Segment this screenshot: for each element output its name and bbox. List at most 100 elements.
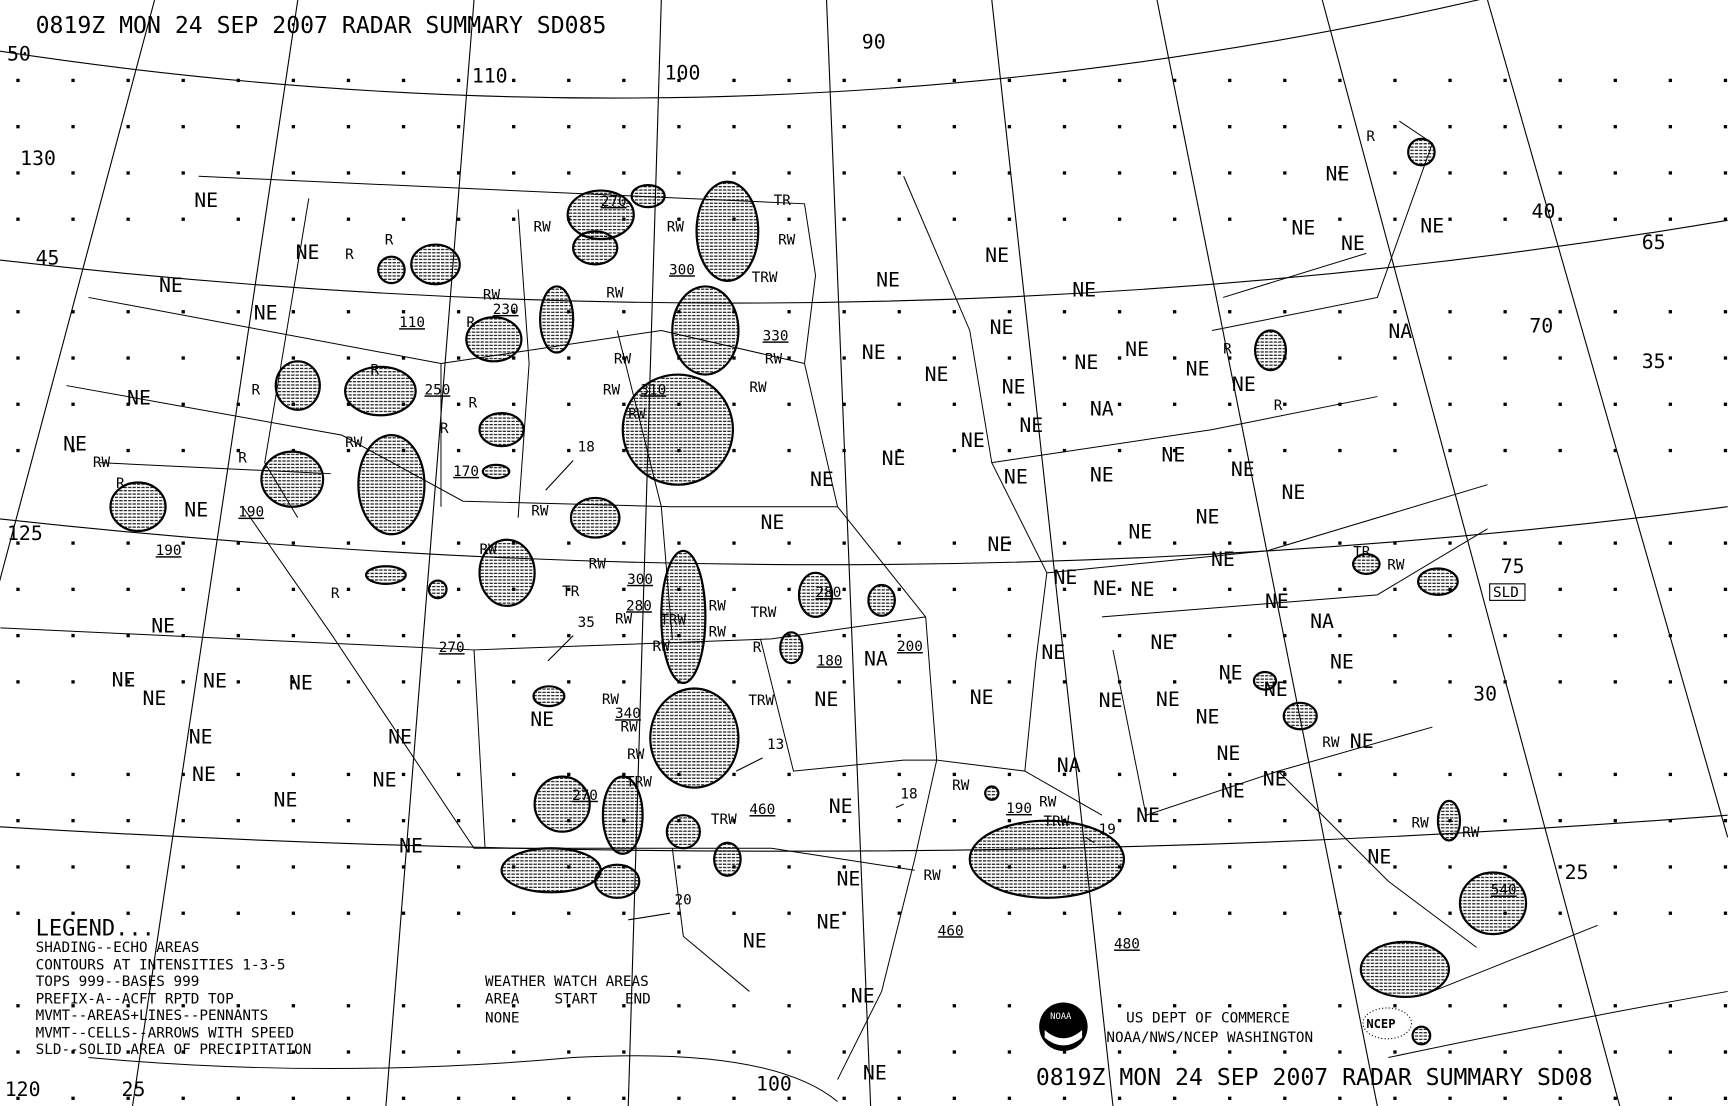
grid-dot bbox=[1613, 772, 1617, 777]
grid-dot bbox=[126, 633, 130, 638]
region-label: NE bbox=[829, 795, 853, 818]
grid-dot bbox=[1613, 356, 1617, 360]
grid-dot bbox=[897, 78, 901, 83]
grid-dot bbox=[1558, 402, 1562, 406]
grid-dot bbox=[952, 402, 956, 406]
grid-dot bbox=[732, 1096, 736, 1100]
grid-dot bbox=[952, 911, 956, 915]
grid-dot bbox=[1172, 1004, 1177, 1008]
precip-label: RW bbox=[709, 625, 727, 641]
grid-dot bbox=[952, 541, 956, 545]
grid-dot bbox=[1283, 310, 1287, 314]
grid-dot bbox=[71, 1096, 75, 1100]
echo-area bbox=[109, 481, 167, 533]
grid-dot bbox=[291, 587, 296, 592]
grid-dot bbox=[346, 1050, 351, 1054]
grid-dot bbox=[732, 819, 736, 823]
grid-dot bbox=[181, 680, 185, 684]
grid-dot bbox=[622, 1050, 626, 1054]
precip-label: RW bbox=[923, 868, 941, 884]
grid-dot bbox=[1117, 633, 1122, 638]
grid-dot bbox=[401, 772, 406, 777]
cell-movement: 18 35 13 18 20 19 bbox=[545, 440, 1116, 921]
grid-dot bbox=[842, 356, 846, 360]
grid-dot bbox=[1338, 819, 1342, 823]
grid-dot bbox=[236, 356, 240, 360]
latitude-line bbox=[0, 219, 1728, 304]
grid-dot bbox=[456, 911, 461, 915]
region-labels: NE NE NE NE NE NE NE NE NE NE NE NE NE NE NE NE NE NE NE NE… bbox=[63, 163, 1444, 1085]
grid-dot bbox=[1283, 1050, 1287, 1054]
grid-dot bbox=[1338, 680, 1342, 684]
grid-label: 40 bbox=[1532, 200, 1556, 223]
echo-area bbox=[968, 819, 1126, 899]
grid-dot bbox=[181, 1096, 185, 1100]
grid-dot bbox=[512, 1096, 516, 1100]
grid-dot bbox=[622, 402, 626, 406]
grid-dot bbox=[897, 680, 901, 684]
grid-dot bbox=[346, 171, 351, 175]
grid-dot bbox=[236, 1004, 240, 1008]
grid-dot bbox=[1338, 310, 1342, 314]
grid-dot bbox=[1283, 217, 1287, 221]
grid-dot bbox=[1448, 402, 1452, 406]
grid-dot bbox=[1228, 310, 1232, 314]
grid-dot bbox=[16, 633, 20, 638]
precip-label: TRW bbox=[1044, 814, 1070, 830]
grid-dot bbox=[126, 78, 130, 83]
grid-dot bbox=[1062, 78, 1067, 83]
grid-dot bbox=[456, 587, 461, 592]
grid-dot bbox=[1117, 1004, 1122, 1008]
grid-dot bbox=[1393, 78, 1397, 83]
precip-label: R bbox=[238, 451, 247, 467]
grid-dot bbox=[1723, 587, 1728, 592]
grid-dot bbox=[71, 125, 75, 129]
cell-speed: 20 bbox=[675, 892, 692, 908]
grid-dot bbox=[1558, 587, 1562, 592]
region-label: NE bbox=[1219, 662, 1243, 685]
grid-dot bbox=[1228, 402, 1232, 406]
grid-dot bbox=[1668, 310, 1673, 314]
grid-dot bbox=[1723, 402, 1728, 406]
grid-dot bbox=[401, 78, 406, 83]
grid-dot bbox=[897, 1096, 901, 1100]
grid-dot bbox=[1503, 541, 1507, 545]
grid-dot bbox=[346, 865, 351, 869]
grid-dot bbox=[1117, 1096, 1122, 1100]
grid-dot bbox=[1283, 402, 1287, 406]
grid-dot bbox=[952, 865, 956, 869]
grid-dot bbox=[401, 171, 406, 175]
boundary-line bbox=[198, 175, 1103, 816]
grid-dot bbox=[1723, 680, 1728, 684]
grid-dot bbox=[16, 865, 20, 869]
grid-dot bbox=[512, 217, 516, 221]
grid-dot bbox=[897, 819, 901, 823]
grid-dot bbox=[1062, 402, 1067, 406]
grid-dot bbox=[71, 541, 75, 545]
grid-dot bbox=[1668, 680, 1673, 684]
grid-dot bbox=[622, 78, 626, 83]
movement-arrow bbox=[1085, 836, 1095, 844]
region-label: NA bbox=[1057, 754, 1081, 777]
grid-dot bbox=[346, 1004, 351, 1008]
grid-dot bbox=[126, 448, 130, 453]
grid-dot bbox=[1668, 171, 1673, 175]
grid-dot bbox=[1448, 911, 1452, 915]
movement-arrow bbox=[545, 460, 574, 491]
watch-col-start: START bbox=[554, 992, 597, 1008]
precip-label: R bbox=[753, 640, 762, 656]
precip-label: RW bbox=[614, 352, 632, 368]
grid-dot bbox=[1393, 587, 1397, 592]
legend-line: SLD--SOLID AREA OF PRECIPITATION bbox=[36, 1042, 312, 1058]
grid-dot bbox=[1558, 125, 1562, 129]
echo-top: 190 bbox=[238, 505, 264, 521]
grid-dot bbox=[1668, 911, 1673, 915]
echo-area bbox=[1411, 1025, 1432, 1046]
grid-dot bbox=[291, 1096, 296, 1100]
grid-dot bbox=[567, 911, 571, 915]
grid-dot bbox=[1228, 819, 1232, 823]
grid-dot bbox=[1338, 125, 1342, 129]
echo-top: 280 bbox=[626, 598, 652, 614]
region-label: NE bbox=[1211, 548, 1235, 571]
